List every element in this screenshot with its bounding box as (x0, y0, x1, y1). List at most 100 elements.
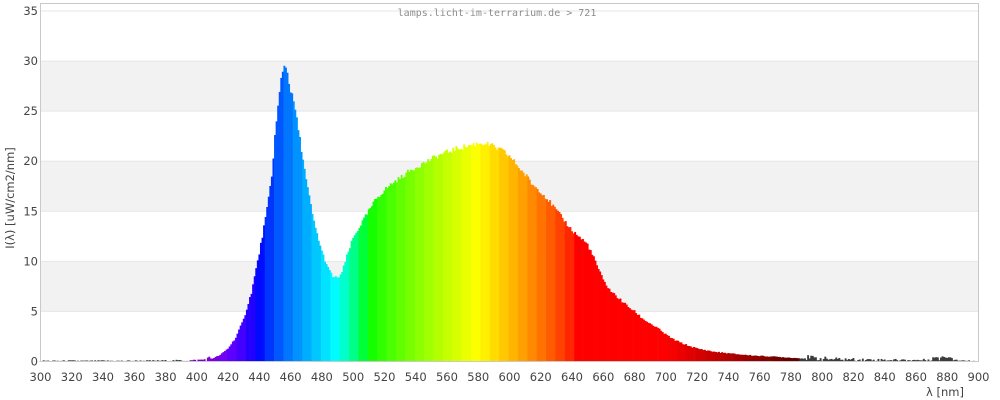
spectrum-bar (869, 359, 872, 362)
spectrum-bar (699, 349, 702, 362)
spectrum-bar (284, 67, 287, 362)
spectrum-bar (414, 167, 417, 362)
spectrum-bar (872, 359, 875, 362)
spectrum-bar (331, 277, 334, 362)
spectrum-bar (941, 356, 944, 362)
spectrum-bar (367, 209, 370, 362)
spectrum-bar (899, 360, 902, 362)
spectrum-bar (902, 359, 905, 362)
spectrum-bar (849, 359, 852, 362)
x-tick-label: 340 (92, 370, 114, 384)
spectrum-bar (921, 360, 924, 362)
spectrum-bar (596, 265, 598, 362)
spectrum-bar (816, 360, 819, 362)
spectrum-bar (391, 184, 394, 362)
y-tick-label: 5 (31, 304, 38, 318)
spectrum-bar (272, 158, 275, 362)
spectrum-bar (617, 299, 620, 362)
spectrum-bar (924, 360, 927, 362)
spectrum-bar (431, 155, 434, 362)
spectrum-bar (569, 227, 572, 362)
spectrum-bar (664, 333, 667, 362)
spectrum-bar (506, 156, 509, 362)
spectrum-bar (538, 192, 541, 362)
x-tick-label: 360 (123, 370, 145, 384)
spectrum-bar (455, 146, 458, 362)
spectrum-bar (677, 340, 680, 362)
spectrum-bar (294, 109, 297, 362)
spectrum-bar (808, 358, 811, 362)
spectrum-bar (882, 360, 885, 362)
spectrum-bar (646, 321, 649, 362)
spectrum-bar (852, 358, 855, 362)
spectrum-bar (829, 359, 831, 362)
spectrum-bar (697, 348, 700, 362)
spectrum-bar (475, 142, 478, 362)
spectrum-bar (350, 240, 353, 362)
spectrum-bar (824, 356, 827, 362)
spectrum-bar (688, 345, 691, 362)
x-tick-label: 900 (968, 370, 990, 384)
spectrum-bar (302, 159, 305, 362)
spectrum-bar (904, 359, 906, 362)
spectrum-bar (236, 333, 239, 362)
spectrum-bar (97, 360, 100, 362)
spectrum-bar (311, 213, 314, 362)
spectrum-bar (893, 359, 896, 362)
spectrum-bar (233, 340, 236, 362)
spectrum-bar (349, 248, 351, 362)
y-tick-label: 10 (23, 254, 38, 268)
plot-border (40, 3, 979, 362)
spectrum-bar (716, 352, 719, 362)
spectrum-bar (480, 143, 483, 362)
spectrum-bar (705, 350, 708, 362)
x-tick-label: 560 (436, 370, 458, 384)
spectrum-bar (877, 358, 880, 362)
spectrum-bar (764, 356, 767, 362)
spectrum-bar (542, 194, 545, 362)
spectrum-bar (53, 360, 56, 362)
spectrum-bar (683, 344, 686, 362)
spectrum-bar (557, 210, 559, 362)
spectrum-bar (771, 356, 774, 362)
spectrum-bar (794, 357, 797, 362)
spectrum-bar (866, 359, 869, 362)
spectrum-bar (827, 359, 830, 362)
spectrum-bar (600, 275, 603, 362)
y-tick-label: 0 (31, 355, 38, 369)
spectrum-bar (858, 359, 861, 362)
spectrum-bar (539, 193, 542, 362)
spectrum-bar (658, 328, 661, 362)
spectrum-bar (258, 254, 261, 362)
spectrum-bar (940, 357, 942, 362)
spectrum-bar (775, 356, 778, 362)
spectrum-bar (772, 356, 775, 362)
spectrum-bar (655, 326, 658, 362)
spectrum-bar (386, 188, 389, 362)
spectrum-bar (67, 360, 70, 362)
x-axis-label: λ [nm] (926, 385, 964, 399)
spectrum-bar (333, 277, 336, 362)
spectrum-bar (314, 227, 317, 362)
spectrum-bar (228, 346, 231, 362)
spectrum-bar (628, 308, 631, 362)
spectrum-bar (428, 161, 431, 362)
spectrum-bar (253, 276, 256, 362)
spectrum-bar (211, 358, 214, 362)
spectrum-bar (383, 190, 386, 362)
spectrum-bar (491, 143, 494, 362)
spectrum-bar (347, 251, 350, 362)
spectrum-bar (560, 214, 563, 362)
spectrum-bar (625, 304, 628, 362)
spectrum-bar (266, 207, 269, 362)
spectrum-bar (361, 220, 364, 362)
spectrum-bar (199, 359, 201, 362)
x-tick-label: 740 (717, 370, 739, 384)
spectrum-bar (660, 330, 663, 362)
spectrum-bar (249, 297, 251, 362)
spectrum-bar (746, 355, 749, 362)
spectrum-bar (342, 265, 345, 362)
spectrum-bar (508, 155, 511, 362)
spectrum-bar (417, 167, 420, 362)
